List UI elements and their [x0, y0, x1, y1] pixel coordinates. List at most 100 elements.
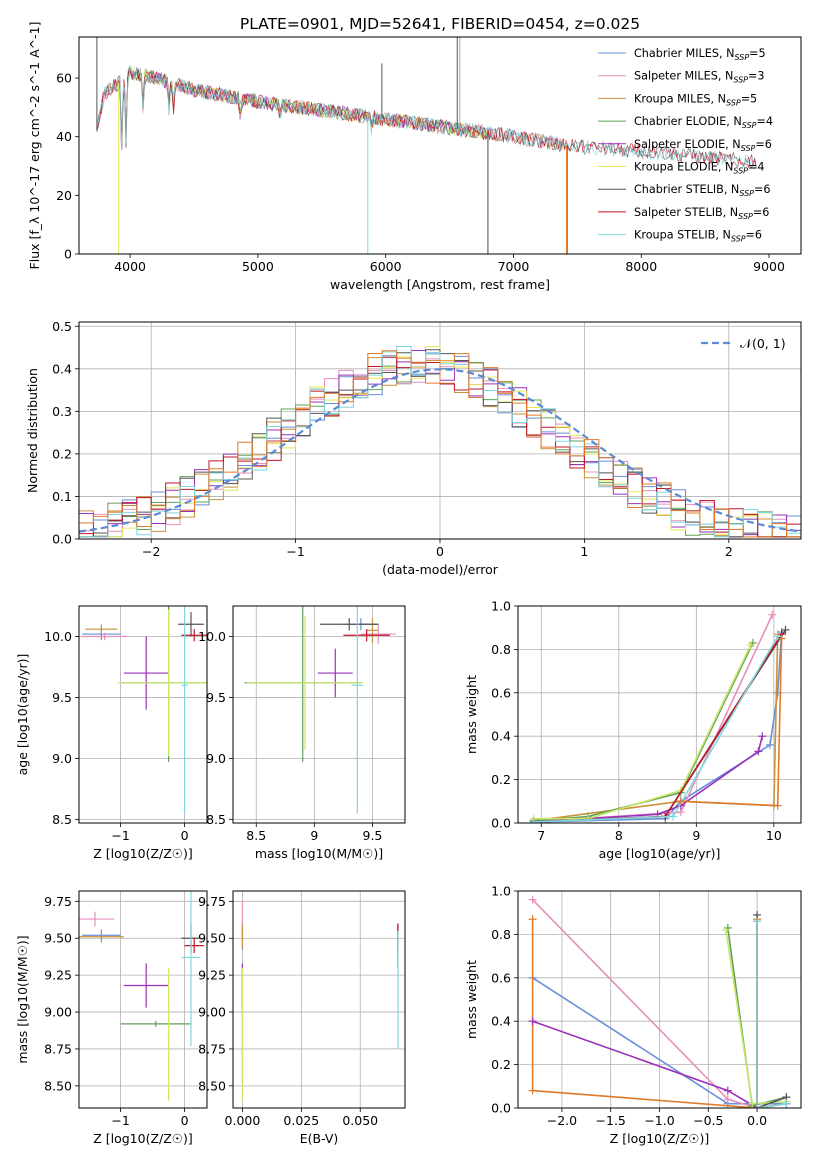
- legend-item: Chabrier STELIB, NSSP=6: [598, 183, 771, 198]
- x-tick-label: 0.050: [342, 1113, 378, 1128]
- y-axis-label: mass [log10(M/M☉)]: [15, 935, 30, 1063]
- error-bar-point: [120, 1020, 191, 1027]
- x-tick-label: −2.0: [547, 1113, 577, 1128]
- y-tick-label: 1.0: [491, 599, 511, 614]
- y-tick-label: 0.4: [52, 361, 72, 376]
- legend-label: Kroupa STELIB, NSSP=6: [634, 229, 762, 244]
- x-tick-label: 9: [692, 828, 700, 843]
- error-bar-point: [184, 938, 204, 953]
- plus-marker: [768, 610, 777, 619]
- error-bar-point: [167, 967, 170, 1101]
- plus-marker: [746, 641, 755, 650]
- x-tick-label: 7: [537, 828, 545, 843]
- error-bar-point: [123, 963, 169, 1008]
- y-tick-label: 0.2: [491, 1057, 511, 1072]
- plot-area: [96, 37, 757, 254]
- y-tick-label: 40: [56, 129, 72, 144]
- panel-mass-vs-EBV: 0.000 0.025 0.050 8.50 8.75 9.00 9.25 9.50 9.75 E…: [198, 890, 406, 1146]
- plus-marker: [753, 1104, 762, 1108]
- y-tick-label: 8.5: [52, 812, 72, 827]
- x-tick-label: −0.5: [693, 1113, 723, 1128]
- plot-area: [82, 606, 207, 814]
- y-tick-label: 0.3: [52, 404, 72, 419]
- x-tick-label: −1.0: [644, 1113, 674, 1128]
- error-bar-point: [351, 606, 364, 814]
- plus-marker: [765, 740, 774, 749]
- histogram-step: [79, 349, 801, 539]
- y-tick-label: 0.0: [491, 1101, 511, 1116]
- axes-frame: [78, 36, 802, 255]
- x-tick-label: 6000: [370, 259, 402, 274]
- plus-marker: [669, 812, 678, 821]
- x-tick-label: 2: [725, 544, 733, 559]
- histogram-step: [79, 346, 801, 539]
- y-tick-label: 9.50: [44, 931, 72, 946]
- plus-marker: [753, 917, 762, 926]
- axes-frame: [78, 890, 208, 1109]
- histogram-step: [79, 350, 801, 539]
- error-bar-point: [82, 632, 127, 641]
- legend-item: Salpeter ELODIE, NSSP=6: [598, 138, 772, 153]
- x-tick-label: 5000: [242, 259, 274, 274]
- y-tick-label: 0.8: [491, 927, 511, 942]
- x-tick-label: 0.025: [283, 1113, 319, 1128]
- x-tick-label: −1.5: [596, 1113, 626, 1128]
- y-axis-label: age [log10(age/yr)]: [15, 654, 30, 776]
- x-axis-label: age [log10(age/yr)]: [599, 846, 721, 861]
- y-tick-label: 1.0: [491, 884, 511, 899]
- legend-label: Chabrier ELODIE, NSSP=4: [634, 115, 773, 130]
- error-bar-point: [246, 615, 364, 750]
- y-tick-label: 10.0: [198, 629, 226, 644]
- y-tick-label: 0.6: [491, 970, 511, 985]
- plus-marker: [676, 797, 685, 806]
- y-tick-label: 9.50: [198, 931, 226, 946]
- y-tick-label: 9.00: [198, 1005, 226, 1020]
- plot-area: [244, 606, 396, 814]
- y-tick-label: 0.1: [52, 489, 72, 504]
- y-tick-label: 8.50: [44, 1078, 72, 1093]
- y-tick-label: 0: [64, 247, 72, 262]
- y-axis-label: mass weight: [464, 675, 479, 754]
- legend: Chabrier MILES, NSSP=5 Salpeter MILES, NS…: [598, 47, 773, 244]
- y-tick-label: 0.0: [52, 532, 72, 547]
- y-tick-label: 9.0: [52, 751, 72, 766]
- plus-marker: [528, 895, 537, 904]
- legend-item: Kroupa MILES, NSSP=5: [598, 92, 757, 107]
- plus-marker: [758, 732, 767, 741]
- plot-area: [528, 895, 791, 1108]
- plus-marker: [583, 814, 592, 823]
- y-tick-label: 0.4: [491, 1014, 511, 1029]
- plus-marker: [721, 926, 730, 935]
- error-bar-point: [320, 618, 379, 631]
- legend-label: Kroupa MILES, NSSP=5: [634, 92, 757, 107]
- y-tick-label: 9.0: [206, 751, 226, 766]
- x-axis-label: Z [log10(Z/Z☉)]: [93, 846, 193, 861]
- x-tick-label: −1: [111, 1113, 129, 1128]
- plus-marker: [748, 1099, 757, 1108]
- plus-marker: [754, 747, 763, 756]
- error-bar-point: [123, 636, 169, 710]
- panel-residuals: −2 −1 0 1 2 0.0 0.1 0.2 0.3 0.4 0.5 (data-model)/er…: [25, 319, 802, 577]
- y-tick-label: 9.25: [198, 968, 226, 983]
- error-bar-point: [117, 609, 207, 756]
- axes-frame: [78, 605, 208, 824]
- error-bar-point: [79, 911, 115, 927]
- panel-spectrum: 4000 5000 6000 7000 8000 9000 0 20 40 60 wavelengt…: [27, 22, 802, 292]
- y-tick-label: 0.5: [52, 319, 72, 334]
- y-tick-label: 8.75: [44, 1041, 72, 1056]
- x-axis-label: E(B-V): [300, 1131, 339, 1146]
- axes-frame: [232, 605, 406, 824]
- plot-area: [79, 346, 801, 539]
- x-axis-label: mass [log10(M/M☉)]: [255, 846, 383, 861]
- error-bar-point: [181, 606, 188, 814]
- plot-area: [241, 901, 399, 1101]
- x-tick-label: 4000: [114, 259, 146, 274]
- axes-frame: [517, 605, 802, 824]
- x-axis-label: Z [log10(Z/Z☉)]: [610, 1131, 710, 1146]
- y-tick-label: 9.5: [206, 690, 226, 705]
- x-tick-label: 0.000: [225, 1113, 261, 1128]
- y-tick-label: 0.2: [491, 772, 511, 787]
- legend-item: Kroupa ELODIE, NSSP=4: [598, 161, 765, 176]
- weight-line: [533, 644, 752, 820]
- y-tick-label: 8.75: [198, 1041, 226, 1056]
